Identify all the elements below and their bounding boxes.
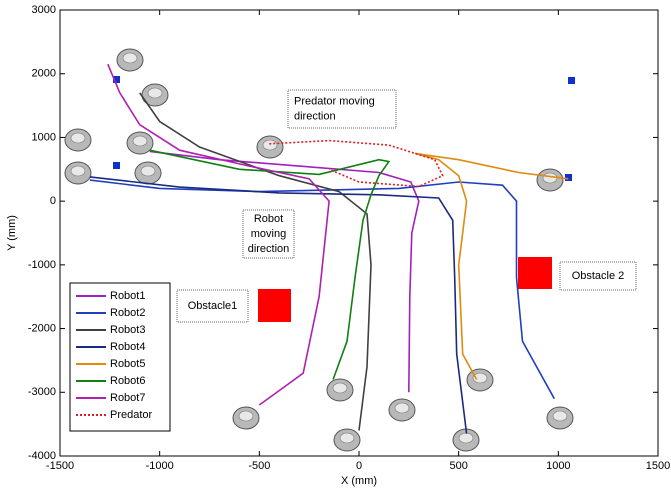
- robot-icon-top: [148, 88, 162, 98]
- y-tick-label: 3000: [32, 4, 56, 16]
- robot-icon-top: [71, 133, 85, 143]
- legend-label: Robot1: [110, 290, 145, 302]
- trajectory: [150, 150, 389, 379]
- obstacle: [258, 289, 291, 322]
- annotation-text: Predator moving: [294, 95, 375, 107]
- y-axis-label: Y (mm): [6, 215, 18, 251]
- robot-icon-top: [133, 136, 147, 146]
- robot-icon-top: [459, 433, 473, 443]
- robot-icon-top: [263, 140, 277, 150]
- target: [568, 77, 575, 84]
- robot-icon-top: [553, 411, 567, 421]
- robot-icon-top: [239, 411, 253, 421]
- legend-label: Robot6: [110, 375, 145, 387]
- robot-icon-top: [333, 383, 347, 393]
- target: [565, 174, 572, 181]
- robot-icon-top: [395, 403, 409, 413]
- x-tick-label: -1000: [146, 460, 174, 472]
- y-tick-label: -4000: [28, 450, 56, 462]
- legend-label: Robot4: [110, 341, 145, 353]
- y-tick-label: 0: [50, 195, 56, 207]
- robot-icon-top: [123, 53, 137, 63]
- y-tick-label: -2000: [28, 322, 56, 334]
- annotation-text: direction: [248, 243, 290, 255]
- robot-icon-top: [340, 433, 354, 443]
- legend-label: Robot5: [110, 358, 145, 370]
- robot-icon-top: [543, 173, 557, 183]
- y-tick-label: -1000: [28, 259, 56, 271]
- obstacle: [518, 257, 552, 289]
- target: [113, 162, 120, 169]
- y-tick-label: 2000: [32, 68, 56, 80]
- y-tick-label: -3000: [28, 386, 56, 398]
- legend-label: Robot2: [110, 307, 145, 319]
- annotation-text: direction: [294, 110, 336, 122]
- legend-label: Robot3: [110, 324, 145, 336]
- robot-icon-top: [71, 166, 85, 176]
- chart: -1500-1000-500050010001500-4000-3000-200…: [0, 0, 671, 495]
- x-tick-label: -500: [248, 460, 270, 472]
- y-tick-label: 1000: [32, 131, 56, 143]
- annotation-text: Obstacle 2: [572, 270, 625, 282]
- x-tick-label: 0: [356, 460, 362, 472]
- legend-label: Predator: [110, 409, 153, 421]
- annotation-text: Robot: [254, 213, 283, 225]
- x-tick-label: 1500: [646, 460, 670, 472]
- x-tick-label: 500: [449, 460, 467, 472]
- annotation-text: Obstacle1: [188, 300, 238, 312]
- annotation-text: moving: [251, 228, 286, 240]
- x-tick-label: 1000: [546, 460, 570, 472]
- legend-label: Robot7: [110, 392, 145, 404]
- x-axis-label: X (mm): [341, 475, 377, 487]
- robot-icon-top: [141, 166, 155, 176]
